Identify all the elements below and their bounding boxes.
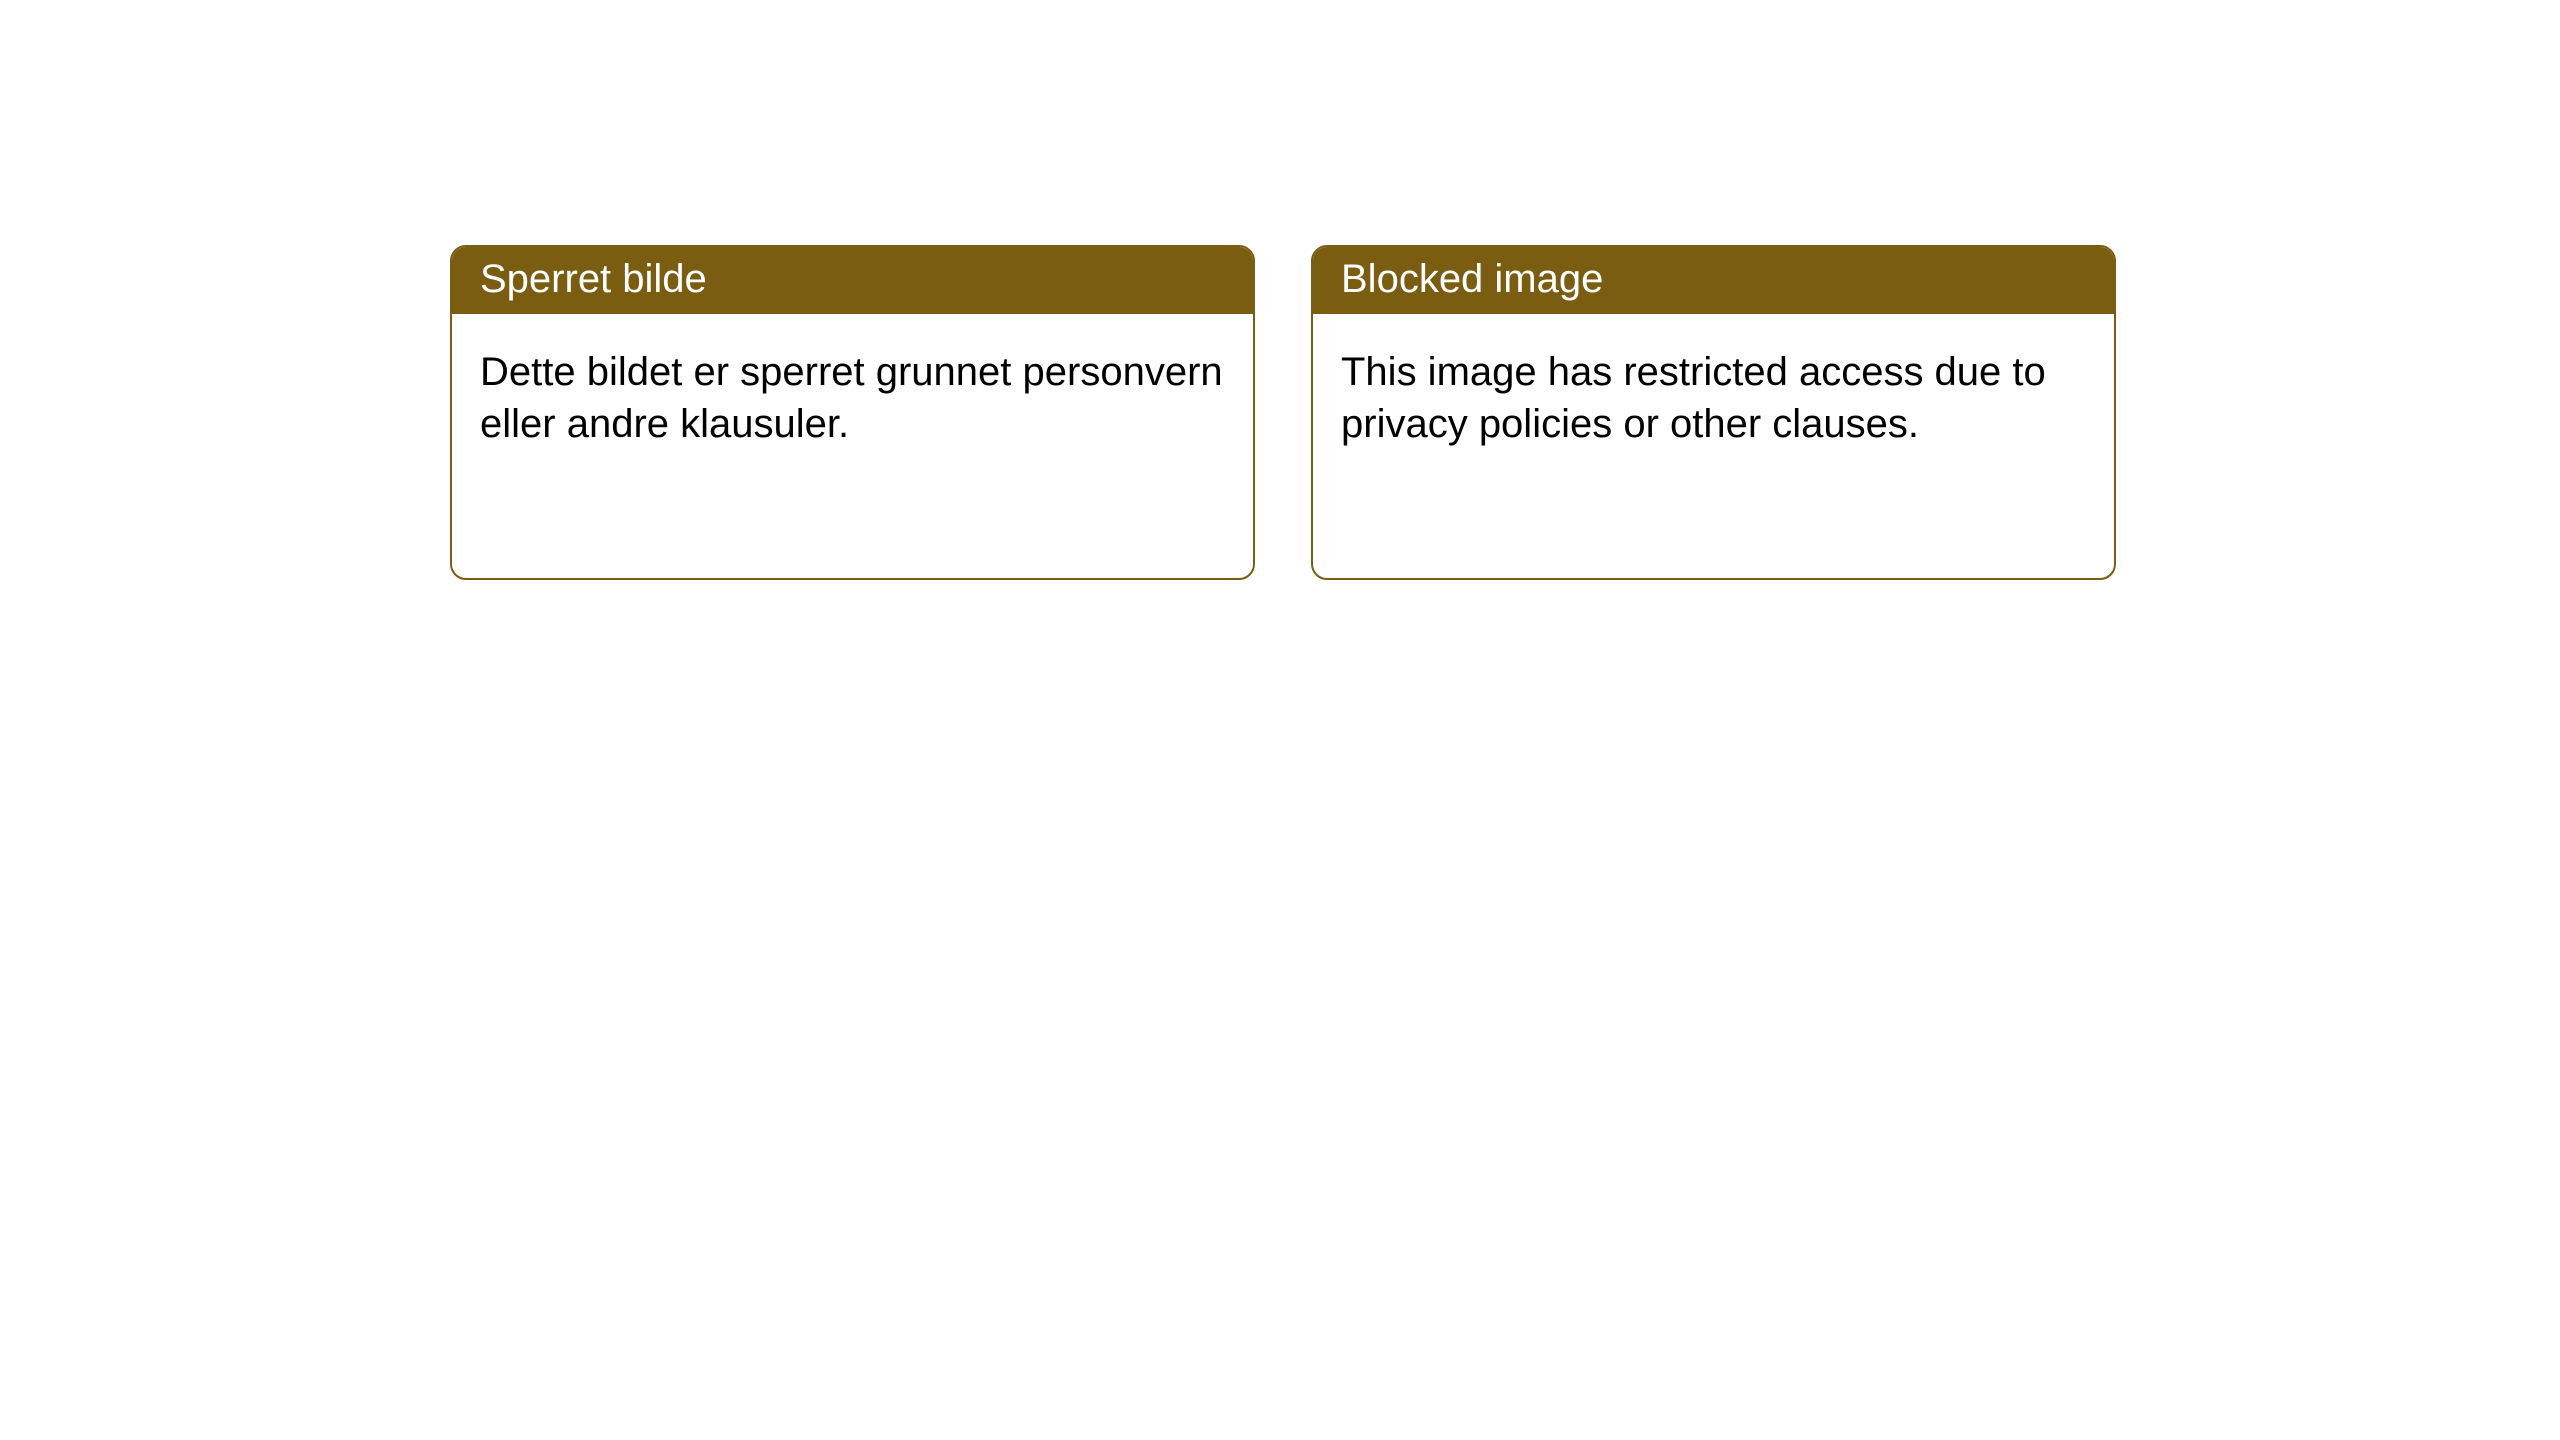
notice-header: Blocked image (1313, 247, 2114, 314)
notice-card-norwegian: Sperret bilde Dette bildet er sperret gr… (450, 245, 1255, 580)
notice-message: This image has restricted access due to … (1341, 350, 2046, 446)
notice-title: Sperret bilde (480, 257, 707, 301)
notice-card-english: Blocked image This image has restricted … (1311, 245, 2116, 580)
notice-header: Sperret bilde (452, 247, 1253, 314)
notice-body: Dette bildet er sperret grunnet personve… (452, 314, 1253, 482)
notice-message: Dette bildet er sperret grunnet personve… (480, 350, 1223, 446)
notice-container: Sperret bilde Dette bildet er sperret gr… (0, 0, 2560, 580)
notice-body: This image has restricted access due to … (1313, 314, 2114, 482)
notice-title: Blocked image (1341, 257, 1603, 301)
